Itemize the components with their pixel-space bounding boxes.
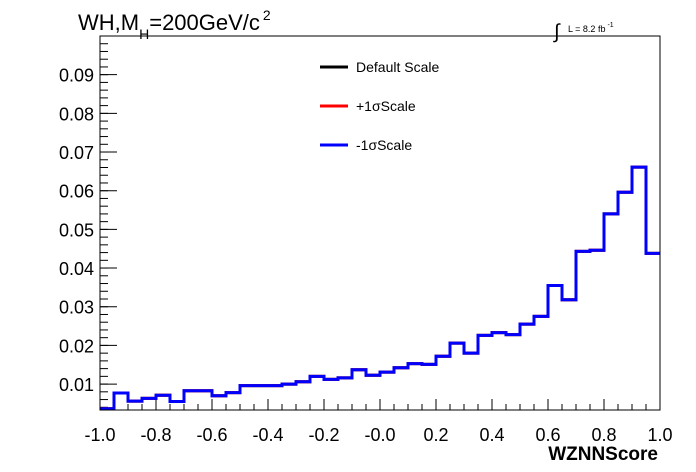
lumi-superscript: -1: [607, 22, 613, 29]
x-tick-label: -0.4: [252, 425, 283, 445]
legend-label: Default Scale: [356, 59, 439, 75]
legend-label: +1σScale: [356, 98, 416, 114]
y-tick-label: 0.06: [59, 182, 94, 202]
lumi-integral-sign: ∫: [553, 21, 561, 43]
title-prefix: WH,M: [78, 10, 139, 35]
x-tick-label: 0.8: [591, 425, 616, 445]
y-tick-label: 0.02: [59, 336, 94, 356]
y-tick-label: 0.01: [59, 375, 94, 395]
y-tick-label: 0.05: [59, 220, 94, 240]
x-axis-label: WZNNScore: [548, 444, 658, 465]
lumi-value: L = 8.2 fb: [568, 24, 605, 34]
y-tick-label: 0.09: [59, 66, 94, 86]
chart-title: WH,MH=200GeV/c 2: [78, 7, 271, 42]
legend-label: -1σScale: [356, 137, 412, 153]
y-tick-label: 0.08: [59, 104, 94, 124]
y-tick-labels: 0.01 0.02 0.03 0.04 0.05 0.06 0.07 0.08 0.09: [59, 66, 94, 395]
x-tick-label: -1.0: [84, 425, 115, 445]
title-subscript: H: [139, 26, 149, 42]
x-tick-labels: -1.0 -0.8 -0.6 -0.4 -0.2 -0.0 0.2 0.4 0.6 0.8 1.0: [84, 425, 672, 445]
series-line-2: [100, 165, 660, 411]
x-tick-label: 0.6: [535, 425, 560, 445]
x-tick-label: 1.0: [647, 425, 672, 445]
x-tick-label: -0.8: [140, 425, 171, 445]
plot-frame: [99, 35, 661, 411]
x-tick-label: -0.0: [364, 425, 395, 445]
luminosity-label: L = 8.2 fb -1: [568, 22, 614, 34]
x-tick-label: -0.6: [196, 425, 227, 445]
title-value: =200GeV/c: [149, 10, 260, 35]
series-layer: [100, 165, 660, 411]
x-tick-label: 0.2: [423, 425, 448, 445]
x-tick-label: -0.2: [308, 425, 339, 445]
axis-ticks: [99, 35, 661, 410]
x-tick-label: 0.4: [479, 425, 504, 445]
legend: Default Scale +1σScale -1σScale: [320, 59, 439, 153]
title-superscript: 2: [263, 7, 271, 23]
y-tick-label: 0.04: [59, 259, 94, 279]
y-tick-label: 0.03: [59, 298, 94, 318]
y-tick-label: 0.07: [59, 143, 94, 163]
